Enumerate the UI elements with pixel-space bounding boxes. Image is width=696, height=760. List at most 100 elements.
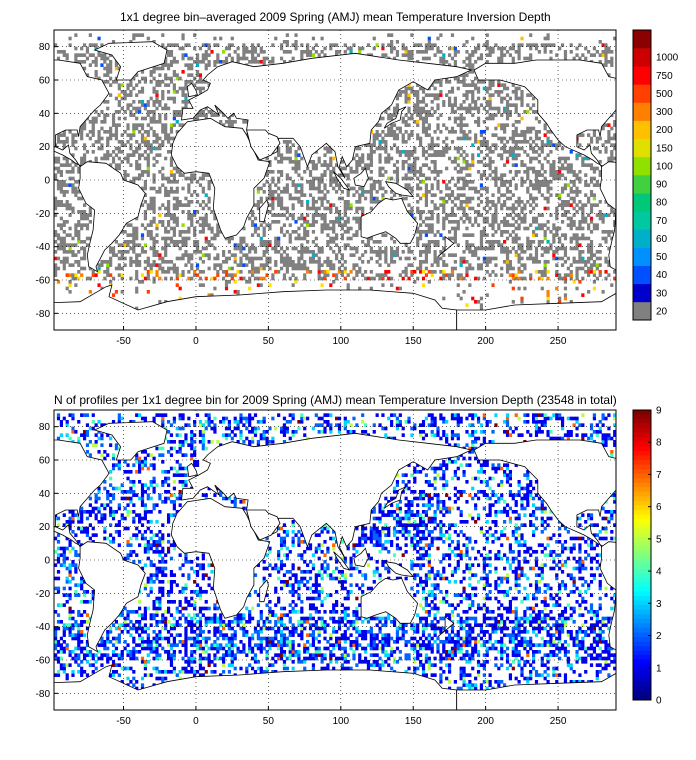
data-cell: [589, 140, 594, 144]
data-cell: [291, 260, 295, 264]
data-cell: [259, 650, 263, 654]
data-cell: [306, 246, 310, 251]
data-cell: [166, 200, 171, 204]
data-cell: [68, 163, 72, 167]
data-cell: [117, 663, 121, 667]
data-cell: [62, 250, 66, 254]
data-cell: [587, 226, 591, 231]
data-cell: [572, 173, 576, 177]
data-cell: [500, 230, 504, 234]
data-cell: [332, 176, 336, 181]
data-cell: [566, 193, 570, 197]
data-cell: [250, 46, 255, 51]
data-cell: [584, 263, 588, 267]
data-cell: [172, 86, 176, 91]
data-cell: [111, 120, 116, 124]
data-cell: [453, 110, 457, 114]
colorbar-segment: [633, 156, 651, 176]
data-cell: [120, 680, 124, 684]
data-cell: [355, 250, 359, 254]
data-cell: [505, 270, 510, 274]
data-cell: [248, 246, 252, 251]
data-cell: [320, 653, 324, 657]
data-cell: [172, 43, 176, 47]
data-cell: [195, 70, 200, 74]
data-cell: [453, 653, 457, 657]
data-cell: [523, 250, 527, 254]
data-cell: [175, 673, 179, 677]
data-cell: [517, 680, 521, 684]
data-cell: [390, 156, 394, 161]
data-cell: [323, 220, 327, 224]
data-cell: [549, 653, 553, 657]
data-cell: [233, 246, 237, 251]
data-cell: [265, 670, 269, 674]
data-cell: [511, 193, 515, 197]
data-cell: [476, 106, 481, 111]
data-cell: [332, 266, 336, 271]
data-cell: [514, 50, 518, 54]
data-cell: [253, 656, 258, 661]
data-cell: [511, 266, 515, 271]
data-cell: [166, 266, 171, 271]
data-cell: [193, 240, 197, 244]
data-cell: [250, 60, 255, 64]
data-cell: [436, 186, 440, 191]
data-cell: [587, 236, 591, 241]
data-cell: [111, 113, 116, 117]
data-cell: [601, 666, 605, 671]
data-cell: [526, 650, 530, 654]
data-cell: [68, 290, 72, 294]
data-cell: [558, 143, 562, 147]
data-cell: [511, 203, 515, 207]
data-cell: [468, 53, 472, 57]
data-cell: [500, 650, 504, 654]
data-cell: [361, 660, 365, 664]
data-cell: [392, 240, 397, 244]
data-cell: [166, 193, 171, 197]
data-cell: [546, 240, 550, 244]
data-cell: [581, 206, 585, 211]
data-cell: [497, 240, 501, 244]
data-cell: [294, 230, 298, 234]
data-cell: [505, 196, 510, 201]
data-cell: [366, 143, 371, 147]
data-cell: [453, 100, 457, 104]
data-cell: [355, 200, 359, 204]
data-cell: [436, 240, 440, 244]
data-cell: [482, 233, 486, 237]
data-cell: [543, 260, 547, 264]
data-cell: [575, 273, 579, 277]
data-cell: [346, 176, 350, 181]
data-cell: [54, 250, 58, 254]
data-cell: [526, 153, 530, 157]
data-cell: [485, 650, 489, 654]
data-cell: [282, 190, 287, 194]
data-cell: [320, 246, 324, 251]
data-cell: [424, 216, 429, 221]
data-cell: [308, 223, 313, 227]
data-cell: [190, 276, 194, 281]
data-cell: [430, 183, 434, 187]
data-cell: [503, 130, 507, 134]
data-cell: [117, 123, 121, 127]
data-cell: [531, 140, 536, 144]
data-cell: [503, 163, 507, 167]
data-cell: [459, 670, 463, 674]
data-cell: [117, 146, 121, 151]
data-cell: [132, 260, 136, 264]
data-cell: [204, 276, 208, 281]
data-cell: [277, 200, 281, 204]
data-cell: [610, 660, 614, 664]
data-cell: [433, 150, 437, 154]
data-cell: [433, 656, 437, 661]
data-cell: [430, 230, 434, 234]
data-cell: [471, 223, 475, 227]
data-cell: [277, 250, 281, 254]
data-cell: [578, 236, 582, 241]
data-cell: [529, 243, 533, 247]
data-cell: [384, 146, 388, 151]
data-cell: [343, 200, 347, 204]
data-cell: [190, 653, 194, 657]
data-cell: [207, 646, 211, 651]
